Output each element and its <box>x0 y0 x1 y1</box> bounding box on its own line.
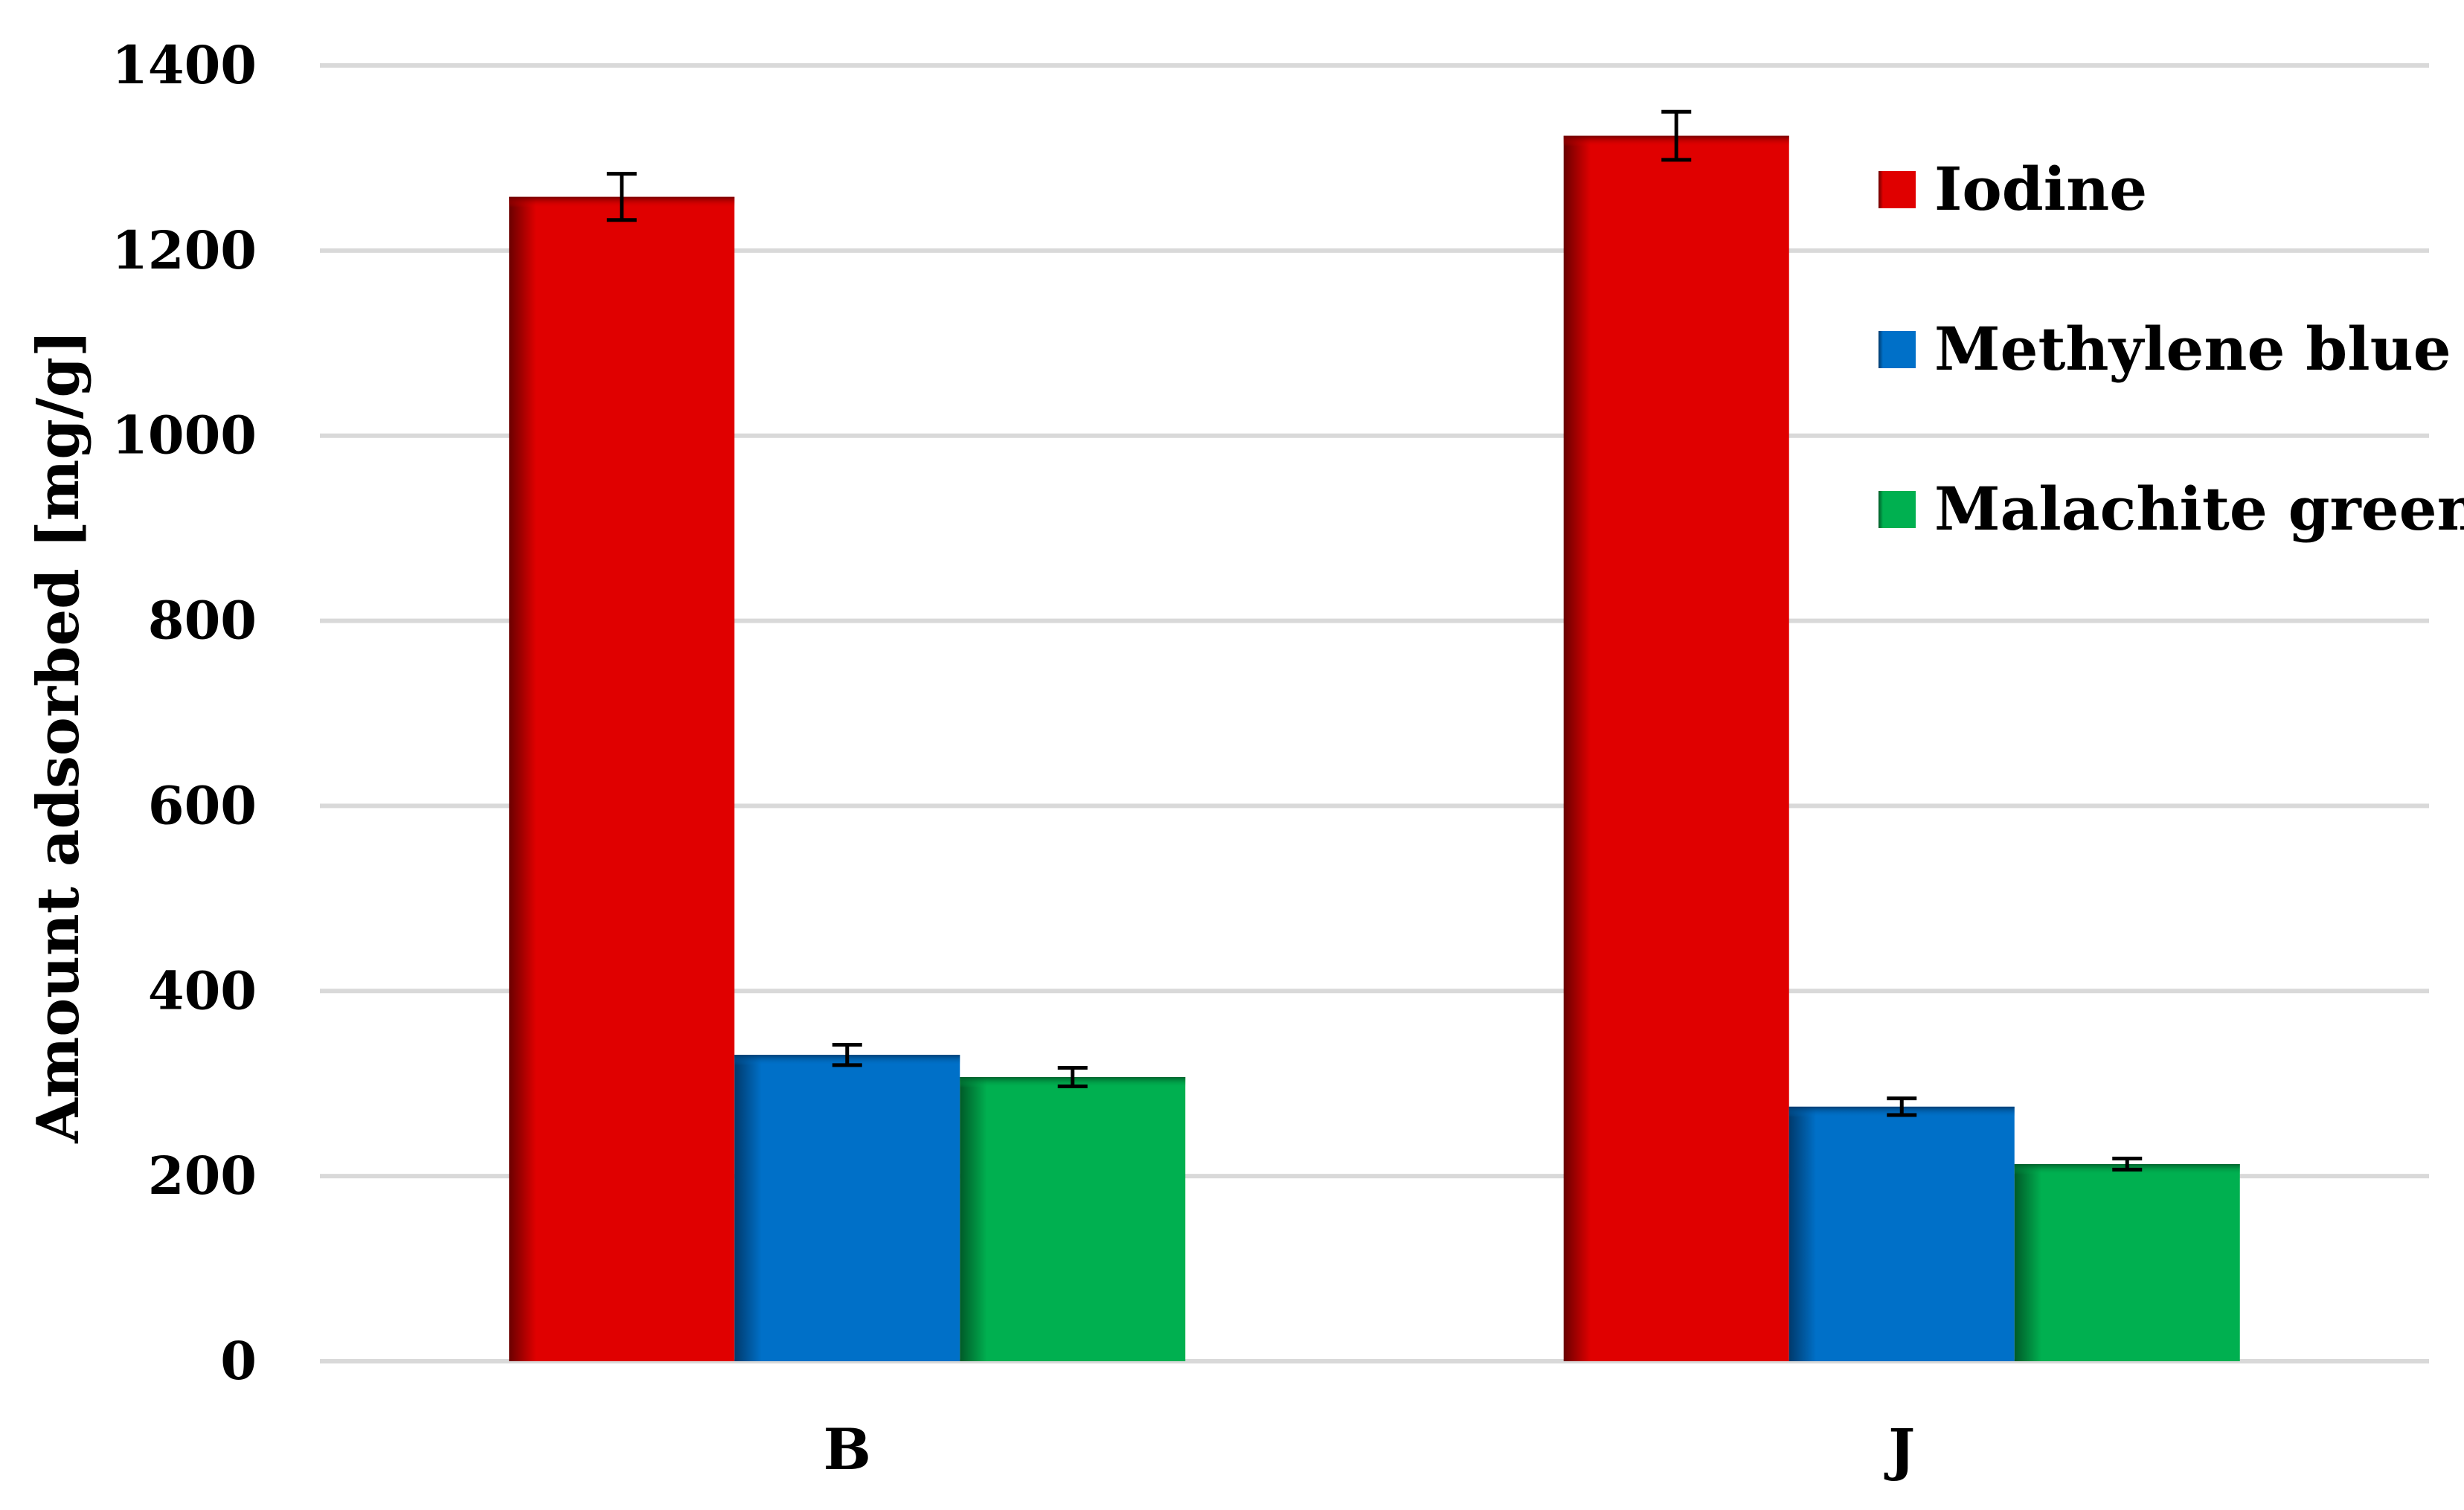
y-tick-label: 1000 <box>112 405 257 466</box>
bar-B-1 <box>734 1055 960 1361</box>
y-tick-label: 800 <box>148 590 257 652</box>
y-tick-label: 0 <box>220 1330 257 1392</box>
y-tick-label: 400 <box>148 960 257 1021</box>
bar-B-2 <box>960 1077 1186 1361</box>
legend-label: Methylene blue <box>1934 314 2451 384</box>
y-tick-label: 200 <box>148 1145 257 1207</box>
bar-J-1 <box>1788 1106 2015 1361</box>
y-tick-label: 1200 <box>112 219 257 281</box>
legend-swatch <box>1879 171 1916 208</box>
error-bar <box>1057 1066 1088 1088</box>
bar-B-0 <box>509 196 735 1361</box>
legend-label: Malachite green <box>1934 474 2464 544</box>
legend-swatch <box>1879 331 1916 368</box>
y-tick-label: 600 <box>148 774 257 836</box>
error-bar <box>1887 1096 1917 1117</box>
error-bar <box>2112 1157 2143 1172</box>
x-category-label: B <box>824 1416 871 1482</box>
bars <box>509 135 2240 1362</box>
error-bar <box>832 1042 862 1067</box>
error-bar <box>1661 109 1692 162</box>
bar-J-2 <box>2014 1163 2240 1361</box>
y-axis-ticks: 0 200 400 600 800 1000 1200 1400 <box>112 34 257 1392</box>
legend-swatch <box>1879 491 1916 528</box>
error-bars <box>606 109 2143 1172</box>
legend: Iodine Methylene blue Malachite green <box>1879 154 2464 544</box>
legend-item: Iodine <box>1879 154 2147 224</box>
y-axis-title: Amount adsorbed [mg/g] <box>25 330 92 1144</box>
error-bar <box>606 172 637 222</box>
x-category-label: J <box>1884 1416 1915 1482</box>
legend-item: Malachite green <box>1879 474 2464 544</box>
y-tick-label: 1400 <box>112 34 257 96</box>
legend-label: Iodine <box>1934 154 2147 224</box>
bar-J-0 <box>1563 135 1789 1362</box>
legend-item: Methylene blue <box>1879 314 2451 384</box>
